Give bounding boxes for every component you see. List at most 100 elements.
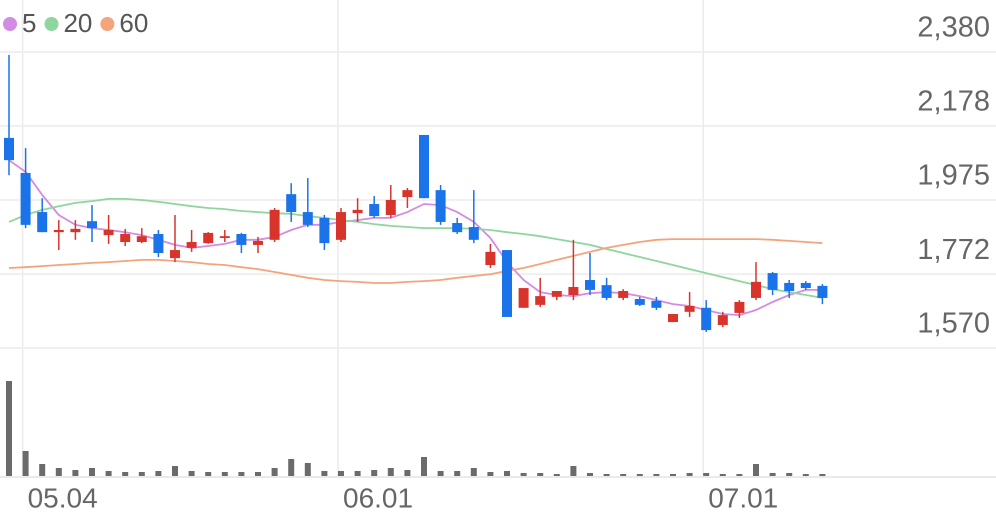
candle-body (369, 204, 380, 217)
candle-body (419, 134, 429, 199)
candle-body (352, 209, 363, 214)
volume-bar (520, 473, 527, 476)
volume-bar (205, 472, 212, 476)
volume-bar (703, 473, 710, 476)
candle-body (800, 282, 811, 289)
candle-body (53, 229, 64, 233)
candle-body (668, 314, 678, 323)
candle-body (502, 250, 512, 317)
volume-bar (138, 472, 145, 476)
volume-bar (603, 474, 610, 476)
candle-body (153, 233, 164, 253)
volume-bar (620, 474, 627, 476)
volume-bar (371, 470, 378, 476)
volume-bar (6, 381, 12, 476)
volume-bar (238, 472, 245, 476)
volume-bar (404, 470, 411, 476)
candle-body (385, 200, 396, 215)
volume-bar (719, 474, 726, 476)
volume-bar (437, 471, 444, 476)
volume-bar (288, 459, 295, 476)
volume-bar (487, 472, 494, 476)
volume-bar (786, 473, 793, 476)
candle-body (186, 242, 197, 248)
volume-bar (421, 457, 427, 476)
volume-bar (304, 463, 311, 476)
candle-body (684, 305, 695, 312)
volume-bar (553, 474, 560, 476)
volume-bar (570, 466, 577, 476)
volume-bar (321, 471, 328, 476)
volume-bar (188, 471, 195, 476)
volume-bar (653, 474, 660, 476)
legend-label: 20 (63, 8, 92, 38)
candle-body (601, 285, 612, 298)
candle-body (20, 172, 31, 225)
candle-body (103, 229, 114, 236)
volume-bar (454, 471, 461, 476)
x-tick-label: 06.01 (343, 482, 413, 513)
volume-bar (636, 474, 643, 476)
volume-bar (338, 471, 344, 476)
volume-bar (122, 472, 129, 476)
candle-body (302, 212, 313, 225)
candle-body (219, 236, 230, 239)
candle-body (468, 227, 479, 240)
candle-body (70, 228, 81, 233)
candle-body (551, 290, 562, 297)
candle-body (120, 233, 131, 243)
candle-body (402, 190, 413, 198)
volume-bar (22, 451, 29, 476)
volume-bar (537, 473, 544, 476)
ma-line (8, 159, 823, 317)
volume-bar (221, 472, 228, 476)
volume-bar (686, 473, 693, 476)
candle-body (170, 250, 180, 259)
y-tick-label: 1,975 (917, 160, 990, 192)
candle-body (734, 301, 745, 313)
volume-bar (670, 474, 676, 476)
y-tick-label: 2,178 (917, 85, 990, 117)
volume-bar (172, 466, 178, 476)
candle-body (4, 137, 14, 161)
ma-line (8, 238, 823, 284)
candle-body (336, 212, 346, 240)
legend-swatch (3, 17, 17, 31)
candle-body (485, 251, 496, 266)
candle-body (236, 233, 247, 245)
candle-body (452, 223, 463, 233)
candle-body (269, 209, 280, 240)
x-tick-label: 07.01 (708, 482, 778, 513)
candle-body (87, 221, 97, 229)
candle-body (37, 212, 48, 233)
candle-body (518, 288, 529, 308)
candle-body (136, 236, 147, 243)
candle-body (701, 307, 712, 331)
volume-bar (504, 471, 510, 476)
x-tick-label: 05.04 (28, 482, 98, 513)
candle-body (286, 194, 297, 213)
volume-bar (89, 468, 95, 476)
volume-bar (354, 471, 361, 476)
y-tick-label: 1,570 (917, 308, 990, 340)
volume-bar (753, 464, 759, 476)
candle-body (784, 282, 795, 291)
candle-body (767, 273, 778, 290)
volume-bar (470, 468, 477, 476)
volume-bar (155, 471, 162, 476)
volume-bar (271, 468, 278, 476)
candle-body (319, 217, 330, 244)
candle-body (435, 190, 446, 222)
legend-swatch (44, 17, 59, 31)
y-tick-label: 1,772 (917, 234, 990, 266)
candle-body (717, 315, 728, 325)
candle-body (651, 300, 662, 308)
volume-bar (39, 464, 46, 476)
candle-body (751, 281, 761, 298)
volume-bar (255, 472, 261, 476)
candle-body (618, 290, 629, 298)
volume-bar (55, 468, 62, 476)
volume-bar (736, 474, 743, 476)
